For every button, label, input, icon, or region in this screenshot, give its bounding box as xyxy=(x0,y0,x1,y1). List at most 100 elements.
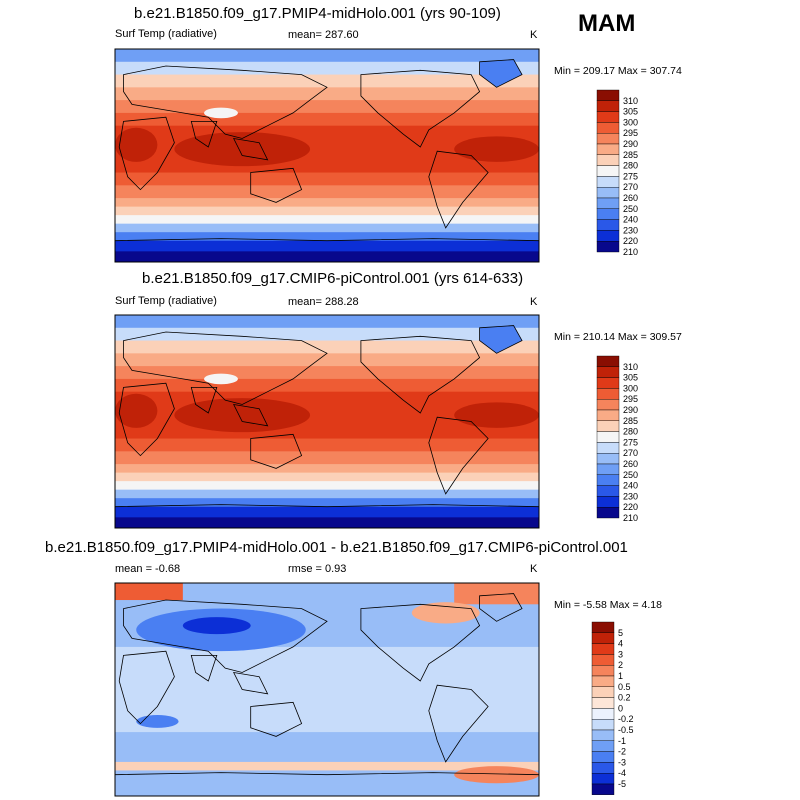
coastline-africa xyxy=(118,382,175,457)
colorbar-tick-label: -1 xyxy=(618,736,626,746)
colorbar-tick-label: 4 xyxy=(618,639,623,649)
colorbar-box xyxy=(596,122,620,134)
coastline-samerica xyxy=(428,416,489,495)
coastline-greenland xyxy=(479,593,523,622)
panel2-colorbar: 3103053002952902852802752702602502402302… xyxy=(596,355,638,523)
colorbar-box xyxy=(591,675,615,688)
coastline-australia xyxy=(250,167,303,203)
coastline-namerica xyxy=(360,603,481,682)
diff-cold-core xyxy=(182,617,251,635)
panel2-title: b.e21.B1850.f09_g17.CMIP6-piControl.001 … xyxy=(142,270,524,287)
temperature-band xyxy=(115,172,539,186)
colorbar-box xyxy=(596,197,620,210)
coastline-antarctica xyxy=(115,238,539,262)
tibet-cold xyxy=(204,107,238,119)
greenland-cold xyxy=(479,59,522,88)
warm-pool xyxy=(174,132,311,167)
colorbar-box xyxy=(591,621,615,634)
panel3-rmse: rmse = 0.93 xyxy=(288,563,347,575)
temperature-band xyxy=(115,438,539,452)
coastline-australia xyxy=(250,433,303,469)
warm-pool xyxy=(454,402,539,428)
colorbar-tick-label: 2 xyxy=(618,660,623,670)
colorbar-box xyxy=(596,409,620,422)
colorbar-tick-label: -2 xyxy=(618,747,626,757)
colorbar-tick-label: 310 xyxy=(623,362,638,372)
colorbar-tick-label: -0.5 xyxy=(618,725,634,735)
colorbar-box xyxy=(596,420,620,432)
coastline-india xyxy=(190,655,218,682)
panel3-map xyxy=(114,582,540,797)
coastline-samerica xyxy=(428,150,489,229)
temperature-band xyxy=(115,489,539,499)
coastline-greenland xyxy=(479,325,523,354)
colorbar-box xyxy=(591,708,615,720)
colorbar-tick-label: 280 xyxy=(623,161,638,171)
panel3-mean: mean = -0.68 xyxy=(115,563,181,575)
temperature-band xyxy=(115,185,539,199)
panel3-frame xyxy=(114,582,540,797)
colorbar-box xyxy=(596,388,620,400)
colorbar-tick-label: 275 xyxy=(623,437,638,447)
panel1-units: K xyxy=(530,29,538,41)
coastline-india xyxy=(190,121,218,148)
coastline-namerica xyxy=(360,335,481,414)
greenland-cold xyxy=(479,325,522,354)
coastline-australia xyxy=(250,701,303,737)
colorbar-tick-label: 260 xyxy=(623,459,638,469)
colorbar-box xyxy=(591,729,615,742)
warm-pool xyxy=(454,136,539,162)
temperature-band xyxy=(115,49,539,63)
colorbar-tick-label: 270 xyxy=(623,448,638,458)
colorbar-box xyxy=(591,773,615,785)
colorbar-tick-label: 250 xyxy=(623,204,638,214)
panel3-units: K xyxy=(530,563,538,575)
temperature-band xyxy=(115,353,539,367)
colorbar-box xyxy=(596,143,620,156)
diff-warm-arctic xyxy=(454,583,539,605)
colorbar-tick-label: 285 xyxy=(623,150,638,160)
diff-warm-south xyxy=(454,766,539,784)
colorbar-tick-label: 295 xyxy=(623,128,638,138)
temperature-band xyxy=(115,112,539,127)
tibet-cold xyxy=(204,373,238,385)
colorbar-tick-label: 285 xyxy=(623,416,638,426)
colorbar-tick-label: 280 xyxy=(623,427,638,437)
warm-pool xyxy=(174,398,311,433)
colorbar-tick-label: -3 xyxy=(618,757,626,767)
temperature-band xyxy=(115,451,539,465)
colorbar-box xyxy=(591,665,615,677)
colorbar-box xyxy=(591,643,615,655)
colorbar-tick-label: 220 xyxy=(623,502,638,512)
temperature-band xyxy=(115,481,539,491)
coastline-samerica xyxy=(428,684,489,763)
colorbar-box xyxy=(591,719,615,731)
colorbar-tick-label: 5 xyxy=(618,628,623,638)
coastline-seasia xyxy=(232,403,269,427)
diff-warm-arctic xyxy=(115,583,183,601)
colorbar-box xyxy=(596,154,620,166)
colorbar-box xyxy=(596,219,620,231)
diff-warm-southern xyxy=(115,761,539,771)
colorbar-box xyxy=(596,463,620,476)
colorbar-box xyxy=(596,176,620,188)
panel2-map xyxy=(114,314,540,529)
coastline-eurasia xyxy=(123,599,328,673)
panel2-frame xyxy=(114,314,540,529)
colorbar-tick-label: 230 xyxy=(623,225,638,235)
temperature-band xyxy=(115,100,539,114)
colorbar-tick-label: 0 xyxy=(618,703,623,713)
temperature-band xyxy=(115,340,539,354)
colorbar-tick-label: 1 xyxy=(618,671,623,681)
panel3-minmax: Min = -5.58 Max = 4.18 xyxy=(554,599,662,611)
temperature-band xyxy=(115,464,539,474)
colorbar-tick-label: 310 xyxy=(623,96,638,106)
colorbar-box xyxy=(596,111,620,123)
panel2-units: K xyxy=(530,296,538,308)
coastline-eurasia xyxy=(123,65,328,139)
colorbar-box xyxy=(596,507,620,519)
temperature-band xyxy=(115,61,539,76)
colorbar-tick-label: 250 xyxy=(623,470,638,480)
